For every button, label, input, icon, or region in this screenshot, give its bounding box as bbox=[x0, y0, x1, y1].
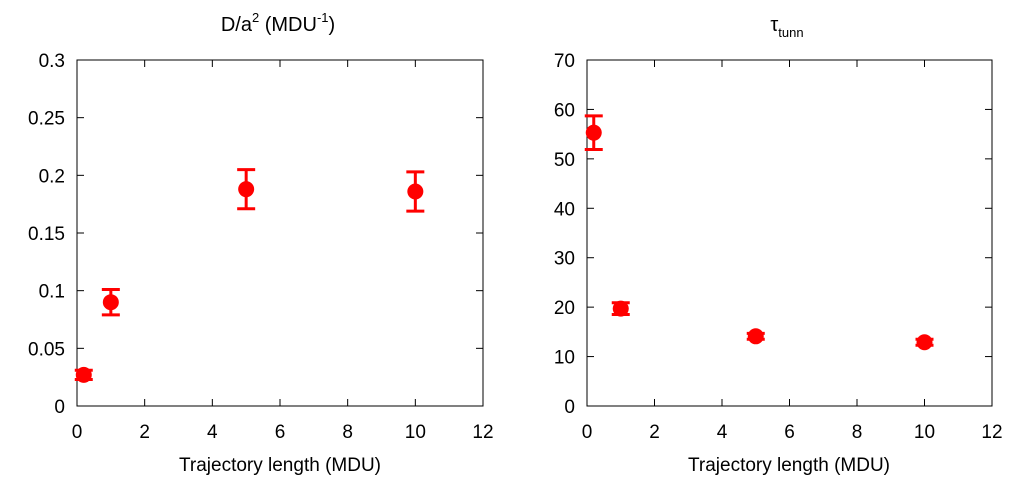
y-tick-label: 70 bbox=[554, 51, 575, 72]
x-axis-ticks: 0 2 4 6 8 10 12 bbox=[72, 60, 494, 443]
x-axis-label: Trajectory length (MDU) bbox=[179, 455, 381, 476]
x-tick-label: 8 bbox=[852, 422, 863, 443]
y-tick-label: 0.2 bbox=[39, 166, 65, 187]
plot-frame bbox=[76, 59, 484, 407]
y-tick-label: 0 bbox=[564, 397, 575, 418]
chart-title: τtunn bbox=[770, 14, 803, 40]
data-point bbox=[612, 300, 629, 317]
x-tick-label: 2 bbox=[649, 422, 660, 443]
data-point bbox=[102, 294, 119, 311]
data-point bbox=[407, 183, 424, 200]
y-tick-label: 50 bbox=[554, 150, 575, 171]
x-tick-label: 6 bbox=[784, 422, 795, 443]
x-axis-label: Trajectory length (MDU) bbox=[688, 455, 890, 476]
data-point bbox=[747, 328, 764, 345]
y-tick-label: 60 bbox=[554, 100, 575, 121]
y-tick-label: 0.05 bbox=[28, 339, 65, 360]
x-tick-label: 2 bbox=[139, 422, 150, 443]
y-tick-label: 30 bbox=[554, 249, 575, 270]
plot-frame bbox=[586, 59, 993, 407]
data-point bbox=[238, 181, 255, 198]
chart-title: D/a2 (MDU-1) bbox=[221, 10, 335, 36]
x-tick-label: 4 bbox=[207, 422, 218, 443]
x-tick-label: 6 bbox=[275, 422, 286, 443]
y-tick-label: 0.15 bbox=[28, 224, 65, 245]
y-tick-label: 0.3 bbox=[39, 51, 65, 72]
y-tick-label: 20 bbox=[554, 298, 575, 319]
data-points bbox=[74, 168, 425, 383]
y-axis-ticks: 0 0.05 0.1 0.15 0.2 0.25 0.3 bbox=[28, 51, 483, 418]
x-tick-label: 12 bbox=[472, 422, 493, 443]
y-tick-label: 0.25 bbox=[28, 109, 65, 130]
y-axis-ticks: 0 10 20 30 40 50 60 70 bbox=[554, 51, 992, 418]
x-axis-ticks: 0 2 4 6 8 10 12 bbox=[582, 60, 1003, 443]
x-tick-label: 8 bbox=[342, 422, 353, 443]
x-tick-label: 10 bbox=[405, 422, 426, 443]
x-tick-label: 0 bbox=[582, 422, 593, 443]
data-point bbox=[75, 366, 92, 383]
chart-diffusion: D/a2 (MDU-1) 0 2 4 6 8 10 12 0 0.05 0.1 0.15 0.2 0.… bbox=[28, 10, 494, 476]
data-point bbox=[916, 334, 933, 351]
data-points bbox=[584, 114, 934, 351]
y-tick-label: 40 bbox=[554, 199, 575, 220]
x-tick-label: 0 bbox=[72, 422, 83, 443]
y-tick-label: 0 bbox=[54, 397, 65, 418]
chart-tunneling-time: τtunn 0 2 4 6 8 10 12 0 10 20 30 40 50 60 70 Trajecto… bbox=[554, 14, 1003, 476]
y-tick-label: 0.1 bbox=[39, 282, 65, 303]
x-tick-label: 10 bbox=[914, 422, 935, 443]
x-tick-label: 4 bbox=[717, 422, 728, 443]
x-tick-label: 12 bbox=[981, 422, 1002, 443]
data-point bbox=[585, 124, 602, 141]
y-tick-label: 10 bbox=[554, 348, 575, 369]
